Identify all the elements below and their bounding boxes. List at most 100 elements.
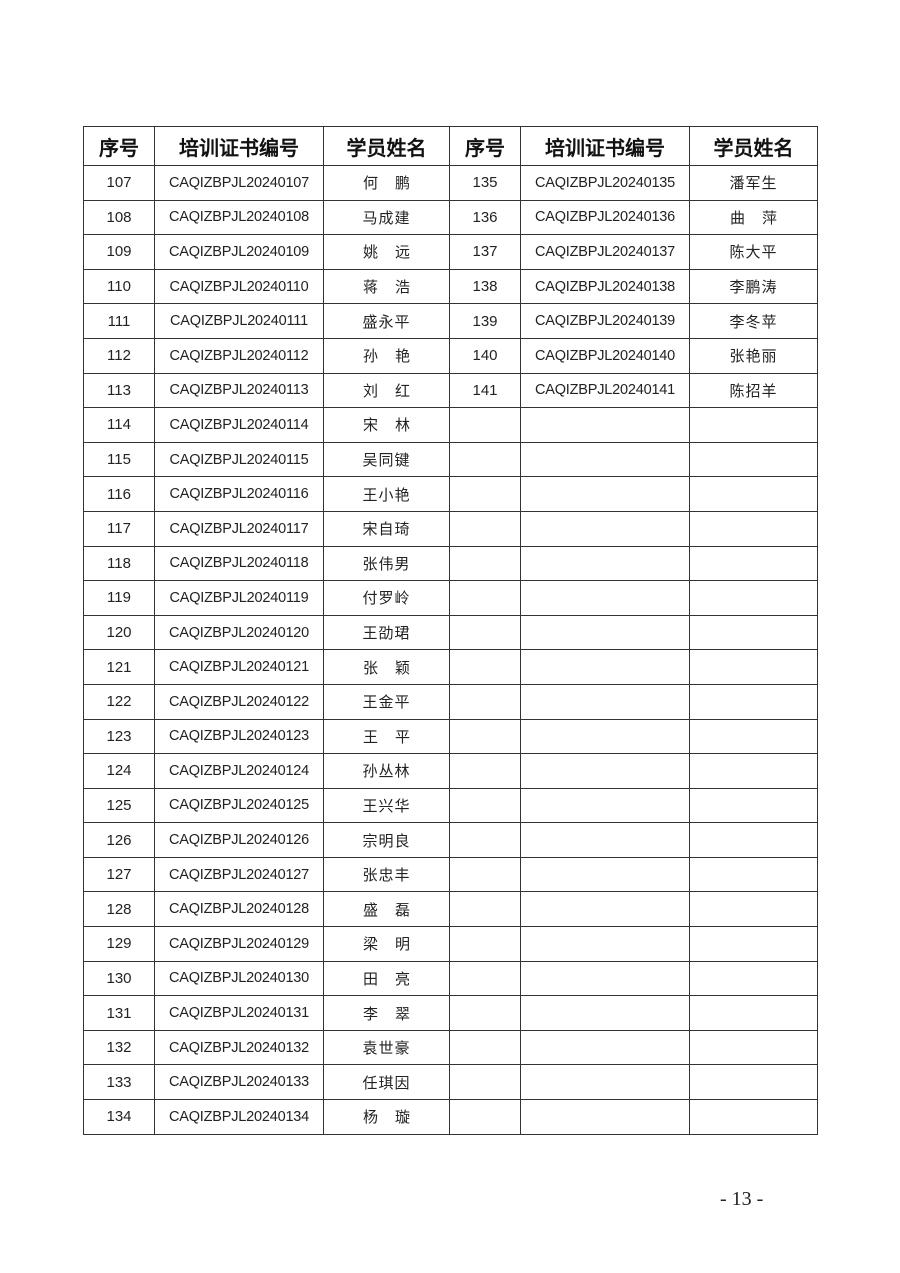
cell-cert-no: CAQIZBPJL20240134 [154, 1099, 324, 1135]
cell-name: 王金平 [323, 683, 450, 720]
empty-cell [520, 441, 690, 478]
empty-cell [449, 856, 521, 893]
empty-cell [449, 545, 521, 582]
cell-name: 王兴华 [323, 787, 450, 824]
cell-seq: 132 [83, 1029, 155, 1066]
cell-name: 任琪因 [323, 1064, 450, 1101]
cell-name: 王劭珺 [323, 614, 450, 651]
empty-cell [689, 856, 818, 893]
empty-cell [689, 683, 818, 720]
table-row: 115 CAQIZBPJL20240115 吴同键 [83, 441, 818, 478]
cell-seq: 121 [83, 649, 155, 685]
table-row: 132 CAQIZBPJL20240132 袁世豪 [83, 1029, 818, 1066]
header-cert-no: 培训证书编号 [520, 126, 690, 166]
cell-cert-no: CAQIZBPJL20240118 [154, 545, 324, 582]
cell-cert-no: CAQIZBPJL20240137 [520, 234, 690, 270]
cell-seq: 141 [449, 372, 521, 409]
empty-cell [449, 649, 521, 685]
table-row: 114 CAQIZBPJL20240114 宋林 [83, 407, 818, 443]
empty-cell [449, 683, 521, 720]
table-row: 113 CAQIZBPJL20240113 刘红 141 CAQIZBPJL202401… [83, 372, 818, 409]
table-row: 130 CAQIZBPJL20240130 田亮 [83, 960, 818, 997]
empty-cell [689, 787, 818, 824]
cell-name: 付罗岭 [323, 580, 450, 616]
cell-cert-no: CAQIZBPJL20240114 [154, 407, 324, 443]
cell-name: 张忠丰 [323, 856, 450, 893]
empty-cell [520, 510, 690, 547]
cell-seq: 118 [83, 545, 155, 582]
empty-cell [449, 441, 521, 478]
cell-name: 吴同键 [323, 441, 450, 478]
empty-cell [449, 510, 521, 547]
empty-cell [689, 476, 818, 512]
cell-name: 田亮 [323, 960, 450, 997]
cell-cert-no: CAQIZBPJL20240116 [154, 476, 324, 512]
cell-name: 杨璇 [323, 1099, 450, 1135]
cell-name: 何鹏 [323, 165, 450, 201]
cell-name: 孙艳 [323, 337, 450, 374]
cell-seq: 129 [83, 926, 155, 962]
table-row: 109 CAQIZBPJL20240109 姚远 137 CAQIZBPJL202401… [83, 234, 818, 270]
table-row: 117 CAQIZBPJL20240117 宋自琦 [83, 510, 818, 547]
cell-cert-no: CAQIZBPJL20240120 [154, 614, 324, 651]
empty-cell [520, 718, 690, 755]
cell-seq: 134 [83, 1099, 155, 1135]
cell-cert-no: CAQIZBPJL20240126 [154, 822, 324, 858]
cell-seq: 138 [449, 268, 521, 305]
cell-seq: 126 [83, 822, 155, 858]
empty-cell [520, 822, 690, 858]
cell-name: 蒋浩 [323, 268, 450, 305]
cell-seq: 109 [83, 234, 155, 270]
empty-cell [689, 753, 818, 789]
page-number: - 13 - [720, 1188, 764, 1210]
cell-cert-no: CAQIZBPJL20240140 [520, 337, 690, 374]
cell-cert-no: CAQIZBPJL20240124 [154, 753, 324, 789]
cell-seq: 111 [83, 303, 155, 339]
cell-seq: 133 [83, 1064, 155, 1101]
empty-cell [520, 1064, 690, 1101]
empty-cell [520, 407, 690, 443]
empty-cell [689, 995, 818, 1031]
cell-cert-no: CAQIZBPJL20240139 [520, 303, 690, 339]
cell-cert-no: CAQIZBPJL20240108 [154, 199, 324, 236]
cell-seq: 124 [83, 753, 155, 789]
cell-seq: 135 [449, 165, 521, 201]
empty-cell [689, 545, 818, 582]
empty-cell [520, 476, 690, 512]
cell-cert-no: CAQIZBPJL20240121 [154, 649, 324, 685]
empty-cell [520, 787, 690, 824]
empty-cell [689, 649, 818, 685]
cell-name: 梁明 [323, 926, 450, 962]
cell-cert-no: CAQIZBPJL20240113 [154, 372, 324, 409]
cell-seq: 137 [449, 234, 521, 270]
cell-cert-no: CAQIZBPJL20240135 [520, 165, 690, 201]
cell-name: 李冬苹 [689, 303, 818, 339]
empty-cell [449, 580, 521, 616]
cell-seq: 140 [449, 337, 521, 374]
cell-name: 宋林 [323, 407, 450, 443]
cell-cert-no: CAQIZBPJL20240127 [154, 856, 324, 893]
table-row: 118 CAQIZBPJL20240118 张伟男 [83, 545, 818, 582]
cell-seq: 112 [83, 337, 155, 374]
cell-cert-no: CAQIZBPJL20240119 [154, 580, 324, 616]
cell-cert-no: CAQIZBPJL20240110 [154, 268, 324, 305]
empty-cell [449, 1099, 521, 1135]
empty-cell [449, 960, 521, 997]
cell-cert-no: CAQIZBPJL20240128 [154, 891, 324, 928]
cell-seq: 113 [83, 372, 155, 409]
cell-name: 张伟男 [323, 545, 450, 582]
cell-cert-no: CAQIZBPJL20240131 [154, 995, 324, 1031]
empty-cell [449, 787, 521, 824]
table-row: 129 CAQIZBPJL20240129 梁明 [83, 926, 818, 962]
cell-name: 陈招羊 [689, 372, 818, 409]
cell-name: 袁世豪 [323, 1029, 450, 1066]
cell-cert-no: CAQIZBPJL20240141 [520, 372, 690, 409]
empty-cell [449, 926, 521, 962]
empty-cell [520, 580, 690, 616]
empty-cell [520, 1099, 690, 1135]
empty-cell [520, 995, 690, 1031]
cell-cert-no: CAQIZBPJL20240117 [154, 510, 324, 547]
empty-cell [689, 926, 818, 962]
cell-seq: 108 [83, 199, 155, 236]
empty-cell [520, 614, 690, 651]
